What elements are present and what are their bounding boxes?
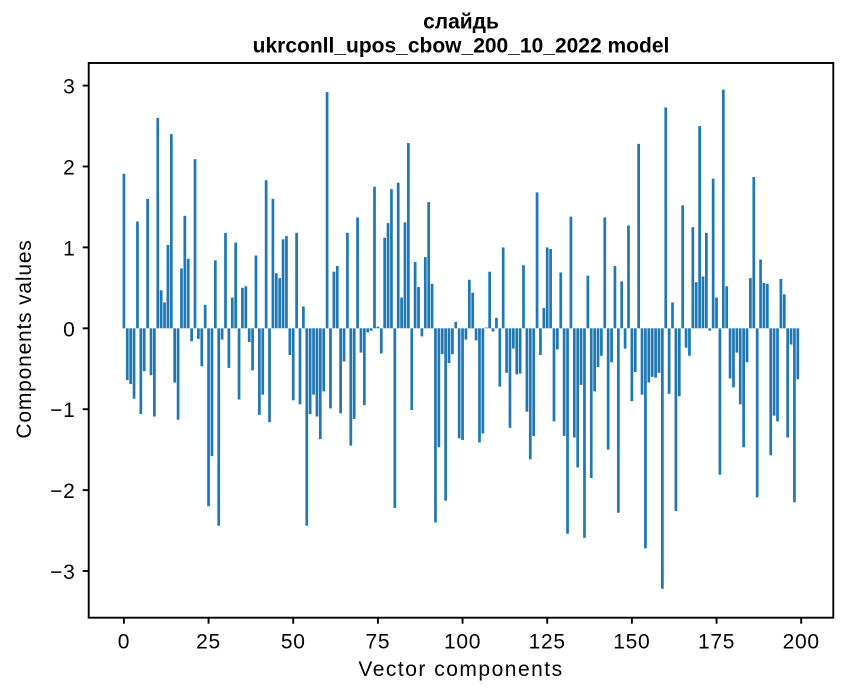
svg-text:150: 150 [613, 631, 650, 654]
svg-text:0: 0 [118, 631, 130, 654]
svg-text:Vector components: Vector components [358, 658, 563, 681]
svg-text:100: 100 [444, 631, 481, 654]
svg-text:25: 25 [196, 631, 221, 654]
svg-text:200: 200 [783, 631, 820, 654]
svg-text:3: 3 [63, 76, 75, 99]
svg-text:125: 125 [529, 631, 566, 654]
svg-text:ukrconll_upos_cbow_200_10_2022: ukrconll_upos_cbow_200_10_2022 model [253, 35, 670, 58]
svg-text:−1: −1 [50, 399, 75, 422]
svg-text:175: 175 [698, 631, 735, 654]
svg-text:−2: −2 [50, 480, 75, 503]
svg-text:−3: −3 [50, 561, 75, 584]
svg-text:50: 50 [281, 631, 306, 654]
svg-text:2: 2 [63, 157, 75, 180]
svg-text:слайдь: слайдь [423, 11, 499, 34]
svg-text:1: 1 [63, 237, 75, 260]
svg-text:Components values: Components values [13, 239, 36, 438]
svg-text:0: 0 [63, 318, 75, 341]
svg-text:75: 75 [366, 631, 391, 654]
